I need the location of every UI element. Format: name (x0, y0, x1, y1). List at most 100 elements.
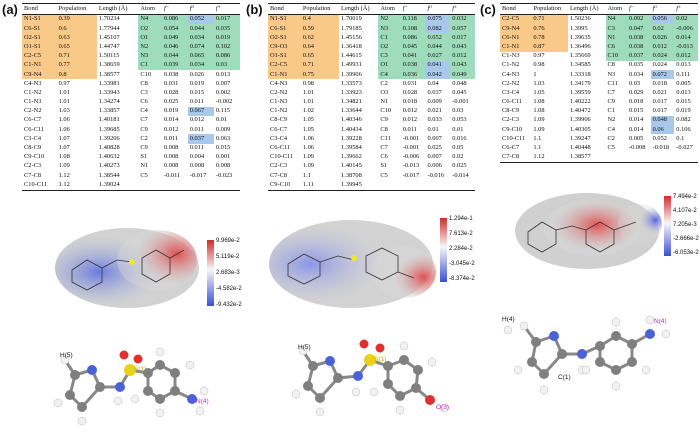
table-cell: 1.40632 (98, 153, 120, 161)
table-cell: 0.021 (652, 88, 667, 96)
table-cell: 0.057 (450, 24, 475, 34)
table-cell: C1-N3 (24, 98, 42, 106)
table-cell: 1.39945 (339, 180, 379, 191)
atom-label: H(4) (502, 316, 515, 323)
table-cell: 0.59 (300, 24, 340, 34)
table-cell: 0.03 (452, 107, 464, 115)
table-cell: -0.006 (402, 153, 420, 161)
table-cell: 0.028 (402, 88, 418, 96)
table-cell (674, 152, 698, 163)
table-cell: 0.006 (427, 162, 442, 170)
table-cell: C8 (607, 61, 615, 69)
panel-b-colorbar (440, 218, 447, 282)
table-cell: 1.44747 (98, 42, 120, 50)
atom-label: N(4) (196, 398, 209, 405)
table-cell: 1.39206 (98, 134, 120, 142)
table-cell: 1.38659 (98, 61, 120, 69)
table-cell: C7-C8 (24, 171, 42, 179)
table-cell: C10 (605, 51, 627, 61)
colorbar-tick: 2.683e-3 (216, 270, 240, 276)
table-cell: C10-C11 (22, 180, 57, 191)
table-cell: 1.3995 (569, 24, 588, 32)
table-cell: 0.011 (189, 98, 204, 106)
table-cell: C1 (138, 60, 162, 71)
colorbar-tick: 4.107e-2 (673, 208, 697, 214)
col-length: Length (Å) (567, 3, 606, 15)
table-cell: 0.001 (215, 153, 231, 161)
table-row: N1-S1 0.4 1.70019 N2 0.118 0.075 0.032 (268, 14, 475, 25)
table-cell: 0.034 (628, 70, 644, 78)
table-cell: C9 (140, 125, 148, 133)
table-row: O1-S1 0.65 1.44747 N2 0.046 0.074 0.102 (22, 42, 240, 52)
table-cell: 0.025 (452, 162, 467, 170)
table-cell: 0.019 (213, 33, 240, 43)
table-cell: C11 (380, 134, 391, 142)
table-row: C1-N2 1.02 1.33644 C10 0.012 0.021 0.03 (268, 107, 475, 116)
table-cell (138, 180, 162, 191)
table-cell: 0.71 (300, 60, 340, 71)
table-cell: 1.40273 (98, 162, 120, 170)
table-header-row: Bond Population Length (Å) Atom f⁻ f⁰ f⁺ (268, 3, 475, 15)
table-cell: -0.011 (163, 171, 181, 179)
esp-surface-c (515, 193, 662, 269)
table-cell: 0.033 (427, 116, 442, 124)
table-cell: C4 (607, 125, 615, 133)
table-cell: 1.09 (533, 125, 545, 133)
table-cell: 0.39 (56, 14, 97, 25)
table-cell: 0.029 (628, 88, 644, 96)
table-cell: 1.02 (302, 107, 314, 115)
table-cell: C6 (380, 153, 388, 161)
table-cell: 0.015 (676, 98, 691, 106)
table-cell: 0.005 (628, 134, 644, 142)
table-cell: C5 (607, 144, 615, 152)
table-cell: N3 (607, 70, 616, 78)
table-cell: 1.33644 (341, 107, 362, 115)
table-cell: 0.025 (427, 144, 442, 152)
table-cell: 0.037 (187, 134, 214, 144)
col-bond: Bond (22, 3, 57, 15)
table-row: C1-N2 0.98 1.34585 C8 0.035 0.024 0.013 (500, 61, 698, 70)
atom-label: N(4) (654, 318, 667, 325)
table-cell: 1.39685 (98, 125, 120, 133)
table-cell: 1.35669 (569, 52, 591, 60)
table-cell: 0.007 (215, 79, 231, 87)
table-cell: 0.02 (452, 153, 464, 161)
table-row: C7-C8 1.12 1.38544 C5 -0.011 -0.017 -0.023 (22, 171, 240, 180)
table-cell: 1.34274 (98, 98, 120, 106)
table-row: C1-N1 0.87 1.36496 C6 0.038 0.012 -0.013 (500, 42, 698, 52)
table-cell: 0.64 (300, 42, 340, 52)
table-cell: 0.98 (533, 61, 545, 69)
table-row: C6-C11 1.06 1.39584 C7 -0.001 0.025 0.05 (268, 144, 475, 153)
table-cell: 0.054 (161, 24, 188, 34)
table-cell: 0.028 (163, 88, 179, 96)
colorbar-tick: -4.582e-2 (216, 286, 242, 292)
table-cell: 0.052 (187, 14, 214, 25)
table-cell: 0.65 (56, 42, 97, 52)
table-cell: 0.052 (425, 33, 451, 43)
table-cell: 0.018 (402, 98, 418, 106)
table-cell: 1.36496 (569, 42, 591, 50)
table-row: C2-N2 1.01 1.33923 O3 0.028 0.037 0.045 (268, 89, 475, 98)
table-cell: 0.041 (400, 51, 426, 61)
table-cell: 0.011 (189, 125, 204, 133)
table-row: C1-N3 1.01 1.34274 C6 0.025 0.011 -0.002 (22, 98, 240, 107)
table-row: C6-C11 1.08 1.40222 C9 0.018 0.017 0.015 (500, 98, 698, 107)
table-cell (450, 180, 475, 191)
table-cell: 1.01 (302, 98, 314, 106)
table-cell: 0.025 (163, 98, 179, 106)
table-cell: C7 (607, 88, 615, 96)
table-cell: C9-N4 (500, 24, 532, 34)
table-cell: 0.046 (161, 42, 188, 52)
col-f-plus: f⁺ (213, 3, 240, 15)
table-row: C10-C11 1.09 1.39662 C6 -0.006 0.007 0.02 (268, 153, 475, 162)
table-cell: 0.106 (676, 125, 691, 133)
table-cell: 0.102 (213, 42, 240, 52)
table-cell: 1.44615 (341, 52, 362, 60)
table-cell: 0.012 (402, 107, 418, 115)
table-row: C1-N3 0.97 1.35669 C10 0.037 0.024 0.012 (500, 51, 698, 61)
table-row: N1-S1 0.39 1.70234 N4 0.086 0.052 0.017 (22, 14, 240, 25)
table-cell: -0.017 (402, 171, 420, 179)
table-cell: N1 (140, 162, 149, 170)
table-cell: C2-N2 (270, 88, 288, 96)
table-cell: 1.08 (533, 98, 545, 106)
